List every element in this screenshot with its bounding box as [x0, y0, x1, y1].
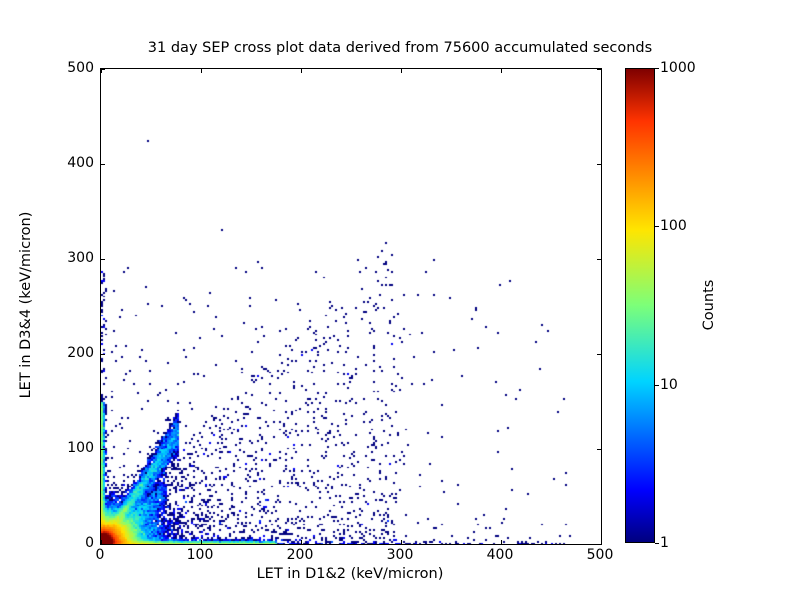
y-tick-label-100: 100	[67, 440, 94, 456]
colorbar-tick-1000	[655, 68, 659, 69]
y-tick-label-200: 200	[67, 345, 94, 361]
chart-title-line-1: 31 day SEP cross plot data derived from …	[147, 40, 653, 56]
y-tick-right-400	[597, 164, 601, 165]
colorbar-tick-label-100: 100	[660, 218, 687, 235]
y-tick-300	[101, 259, 105, 260]
y-tick-100	[101, 449, 105, 450]
x-tick-200	[301, 540, 302, 544]
x-tick-400	[501, 540, 502, 544]
y-tick-right-200	[597, 354, 601, 355]
colorbar-tick-1	[655, 543, 659, 544]
y-tick-right-0	[597, 544, 601, 545]
x-axis-label: LET in D1&2 (keV/micron)	[256, 566, 444, 582]
x-tick-0	[101, 540, 102, 544]
colorbar-tick-label-1000: 1000	[660, 60, 696, 76]
y-tick-200	[101, 354, 105, 355]
y-axis-label: LET in D3&4 (keV/micron)	[18, 211, 34, 399]
plot-area[interactable]	[100, 68, 602, 545]
y-tick-label-500: 500	[67, 60, 94, 76]
x-tick-label-300: 300	[386, 547, 414, 563]
x-tick-top-300	[401, 69, 402, 73]
colorbar[interactable]	[625, 68, 659, 544]
x-tick-label-200: 200	[286, 547, 314, 563]
colorbar-tick-100	[655, 226, 659, 228]
x-tick-top-400	[501, 69, 502, 73]
x-tick-top-200	[301, 69, 302, 73]
x-tick-top-0	[101, 69, 102, 73]
colorbar-gradient	[625, 68, 655, 543]
colorbar-tick-label-1: 1	[660, 535, 669, 551]
colorbar-label: Counts	[701, 279, 717, 331]
x-tick-label-0: 0	[95, 547, 105, 563]
x-tick-label-500: 500	[586, 547, 614, 563]
y-tick-right-100	[597, 449, 601, 450]
scatter-heatmap-canvas	[101, 69, 601, 544]
colorbar-tick-10	[655, 384, 659, 386]
y-tick-right-300	[597, 259, 601, 260]
x-tick-300	[401, 540, 402, 544]
y-tick-right-500	[597, 69, 601, 70]
y-tick-500	[101, 69, 105, 70]
y-tick-label-0: 0	[85, 535, 94, 551]
y-tick-400	[101, 164, 105, 165]
y-tick-label-400: 400	[67, 155, 94, 171]
x-tick-top-500	[601, 69, 602, 73]
x-tick-label-400: 400	[486, 547, 514, 563]
y-tick-0	[101, 544, 105, 545]
x-tick-label-100: 100	[186, 547, 214, 563]
colorbar-tick-label-10: 10	[660, 376, 678, 393]
x-tick-500	[601, 540, 602, 544]
x-tick-100	[201, 540, 202, 544]
y-tick-label-300: 300	[67, 250, 94, 266]
x-tick-top-100	[201, 69, 202, 73]
